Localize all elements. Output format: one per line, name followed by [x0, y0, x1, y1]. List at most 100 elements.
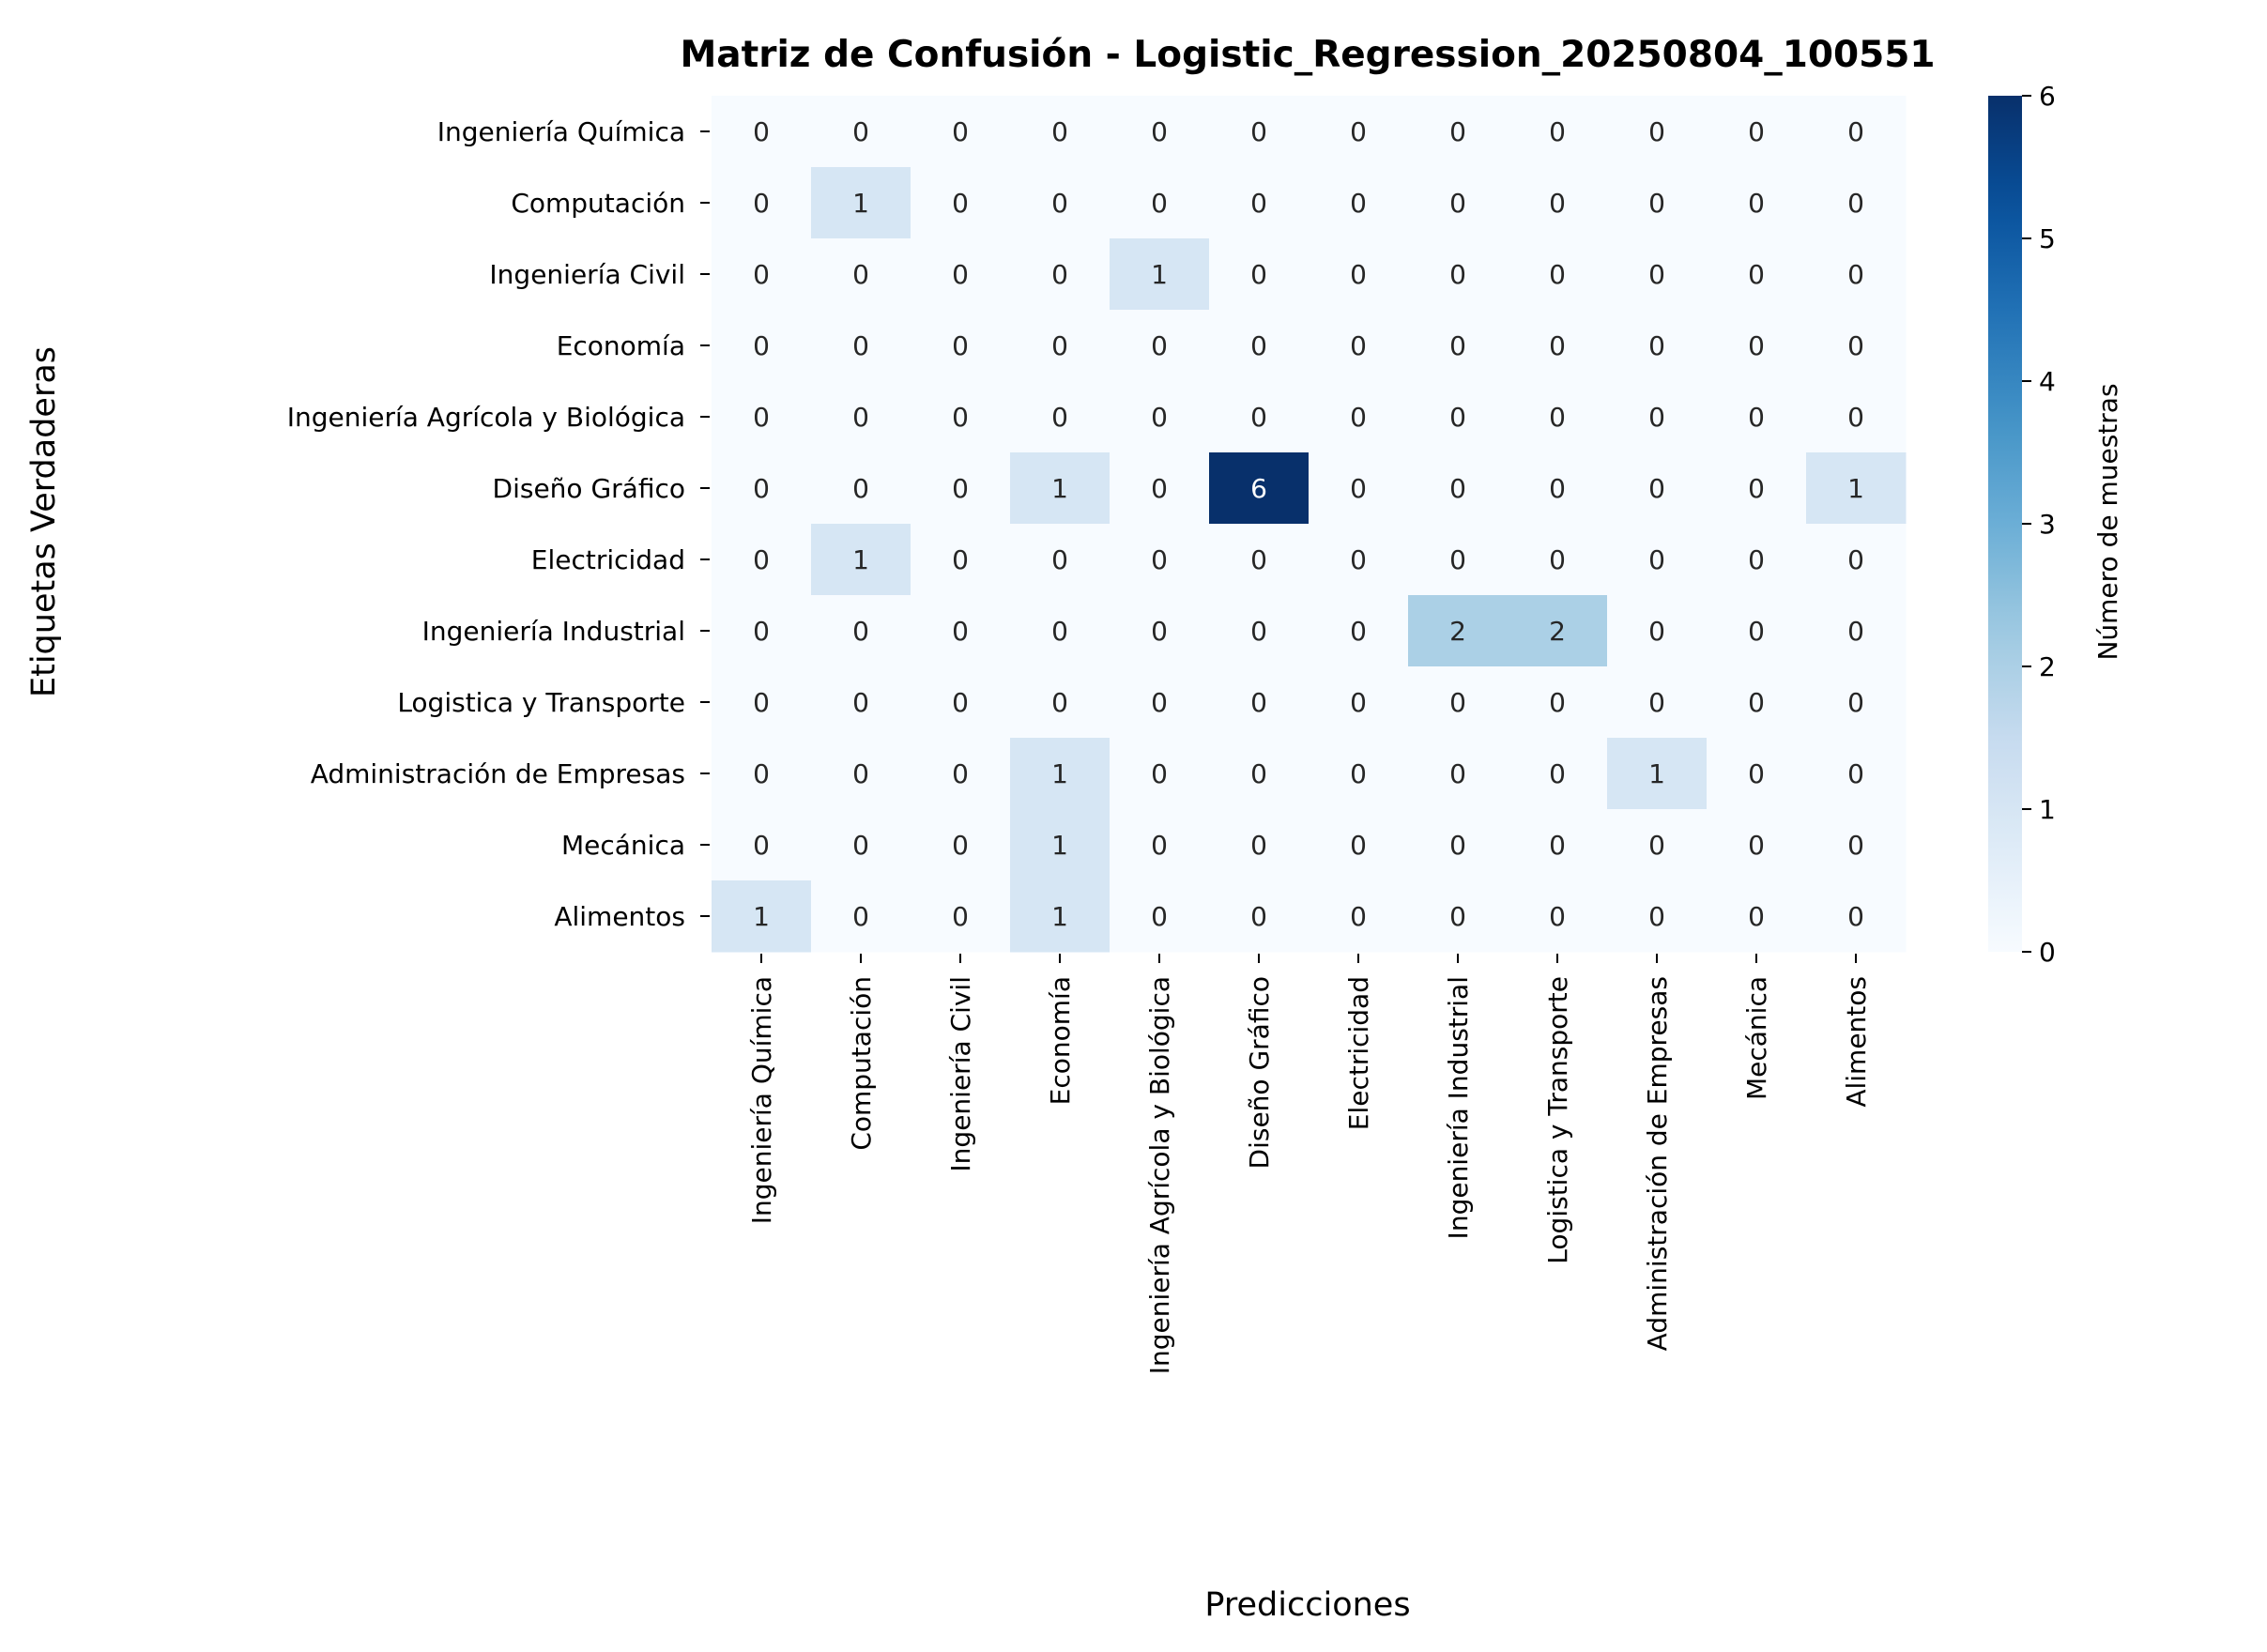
cell-value-label: 0 — [1748, 402, 1765, 433]
cell-value-label: 0 — [753, 616, 770, 647]
cell-value-label: 0 — [1847, 758, 1864, 789]
cell-value-label: 0 — [952, 544, 969, 575]
cell-value-label: 0 — [1449, 758, 1466, 789]
heatmap-cell — [1309, 381, 1409, 453]
cell-value-label: 1 — [1847, 473, 1864, 504]
heatmap-cell — [1209, 167, 1310, 239]
heatmap-cell — [1010, 809, 1111, 881]
cell-value-label: 0 — [1549, 116, 1566, 147]
heatmap-cell — [1408, 96, 1509, 168]
heatmap-cell — [1408, 381, 1509, 453]
heatmap-cell — [1010, 880, 1111, 953]
cell-value-label: 0 — [1350, 330, 1367, 361]
heatmap-cell — [1110, 167, 1210, 239]
heatmap-cell — [1508, 595, 1608, 667]
cell-value-label: 0 — [1648, 616, 1665, 647]
cell-value-label: 1 — [852, 188, 869, 219]
cell-value-label: 0 — [852, 473, 869, 504]
cell-value-label: 0 — [952, 901, 969, 932]
cell-value-label: 0 — [852, 402, 869, 433]
cell-value-label: 0 — [1151, 188, 1168, 219]
heatmap-cell — [1508, 809, 1608, 881]
heatmap-cell — [1707, 452, 1807, 525]
y-axis-label: Etiquetas Verdaderas — [25, 346, 63, 697]
cell-value-label: 0 — [1549, 544, 1566, 575]
cell-value-label: 0 — [1151, 116, 1168, 147]
x-tick-label: Administración de Empresas — [1642, 976, 1673, 1351]
heatmap-cell — [1110, 310, 1210, 382]
heatmap-cell — [1607, 452, 1708, 525]
cell-value-label: 0 — [1250, 544, 1267, 575]
cell-value-label: 0 — [1250, 402, 1267, 433]
cell-value-label: 0 — [1350, 473, 1367, 504]
heatmap-cell — [1209, 238, 1310, 311]
heatmap-cell — [1209, 310, 1310, 382]
heatmap-cell — [1707, 381, 1807, 453]
heatmap-cell — [1806, 167, 1907, 239]
cell-value-label: 0 — [1748, 758, 1765, 789]
cell-value-label: 0 — [952, 616, 969, 647]
heatmap-cell — [1408, 880, 1509, 953]
y-tick-labels: Ingeniería Química Computación Ingeniería … — [287, 116, 710, 932]
x-tick-label: Economía — [1045, 976, 1076, 1105]
heatmap-cell — [911, 310, 1011, 382]
cell-value-label: 0 — [753, 473, 770, 504]
cell-value-label: 0 — [1748, 616, 1765, 647]
x-tick-label: Computación — [846, 976, 877, 1151]
heatmap-cell — [811, 738, 911, 810]
heatmap-cell — [1806, 666, 1907, 739]
x-tick-label: Logistica y Transporte — [1542, 976, 1573, 1264]
cell-value-label: 0 — [1449, 402, 1466, 433]
cell-value-label: 0 — [1350, 901, 1367, 932]
cell-value-label: 0 — [1449, 473, 1466, 504]
heatmap-cell — [1806, 880, 1907, 953]
heatmap-cell — [911, 96, 1011, 168]
cell-value-label: 0 — [1250, 259, 1267, 290]
heatmap-cell — [1607, 238, 1708, 311]
heatmap-cell — [1309, 595, 1409, 667]
cell-value-label: 0 — [1250, 188, 1267, 219]
heatmap-cell — [911, 452, 1011, 525]
heatmap-cell — [712, 96, 812, 168]
heatmap-cell — [712, 738, 812, 810]
cell-value-label: 0 — [1151, 330, 1168, 361]
cell-value-label: 0 — [852, 116, 869, 147]
y-tick-label: Computación — [511, 188, 685, 219]
cell-value-label: 0 — [1449, 544, 1466, 575]
heatmap-cell — [1209, 595, 1310, 667]
cell-value-label: 0 — [952, 116, 969, 147]
cell-value-label: 1 — [753, 901, 770, 932]
cell-value-label: 0 — [1350, 259, 1367, 290]
cell-value-label: 0 — [1648, 188, 1665, 219]
cell-value-label: 0 — [952, 330, 969, 361]
cell-value-label: 0 — [1350, 544, 1367, 575]
cell-value-label: 0 — [1748, 116, 1765, 147]
y-tick-label: Ingeniería Agrícola y Biológica — [287, 402, 685, 433]
heatmap-cell — [1806, 452, 1907, 525]
y-tick-label: Economía — [557, 330, 685, 361]
cell-value-label: 0 — [952, 188, 969, 219]
heatmap-cell — [811, 666, 911, 739]
cell-value-label: 0 — [1847, 830, 1864, 861]
heatmap-cell — [1010, 96, 1111, 168]
heatmap-cell — [712, 880, 812, 953]
heatmap-cell — [1209, 96, 1310, 168]
y-tick-label: Diseño Gráfico — [493, 473, 685, 504]
cell-value-label: 0 — [1748, 544, 1765, 575]
heatmap-cell — [712, 452, 812, 525]
heatmap-cell — [911, 809, 1011, 881]
cell-value-label: 0 — [1648, 901, 1665, 932]
cell-value-label: 0 — [753, 544, 770, 575]
heatmap-cell — [1806, 595, 1907, 667]
cell-value-label: 0 — [1847, 616, 1864, 647]
cell-value-label: 0 — [753, 402, 770, 433]
cell-value-label: 0 — [852, 259, 869, 290]
cell-value-label: 0 — [952, 830, 969, 861]
heatmap-cell — [1408, 595, 1509, 667]
heatmap-cell — [712, 310, 812, 382]
colorbar-tick-label: 3 — [2039, 509, 2056, 540]
heatmap-cell — [1408, 452, 1509, 525]
heatmap-cell — [1707, 96, 1807, 168]
cell-value-label: 0 — [1549, 830, 1566, 861]
